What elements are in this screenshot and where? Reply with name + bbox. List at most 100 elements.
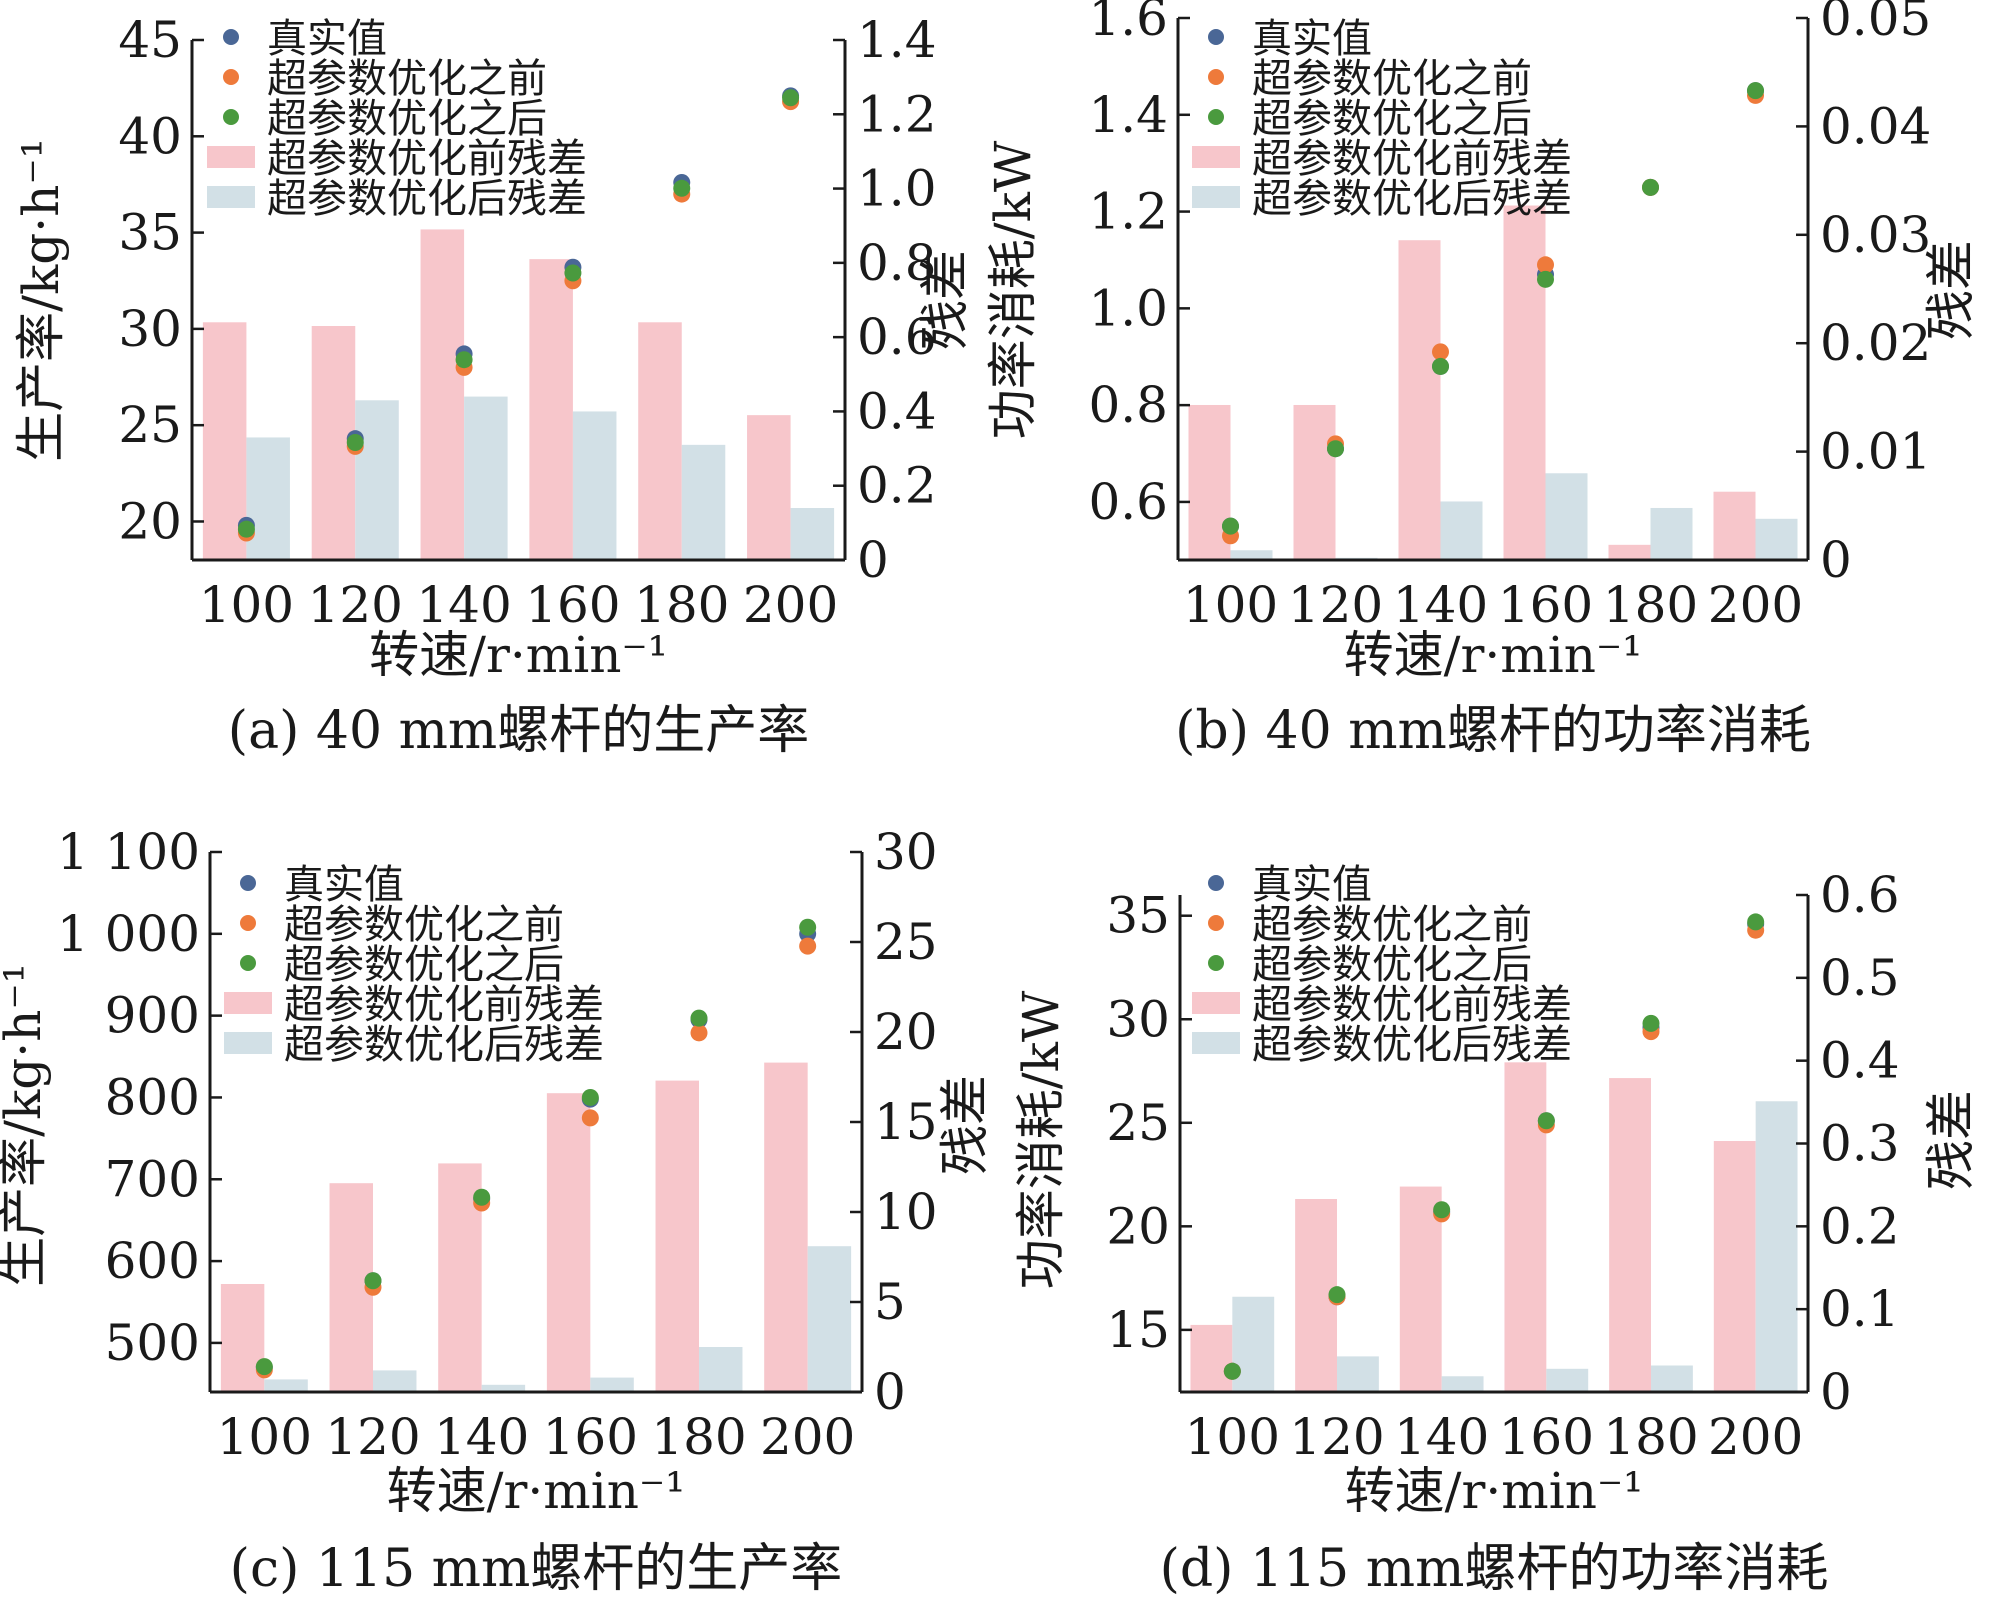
bar-resid-after-180 (699, 1347, 743, 1392)
bar-resid-before-140 (1398, 240, 1441, 560)
x-tick-label: 100 (199, 576, 294, 634)
bar-resid-after-140 (1441, 1376, 1484, 1392)
legend-label-after: 超参数优化之后 (267, 96, 547, 142)
legend-marker-before (240, 915, 256, 931)
x-tick-label: 180 (651, 1408, 746, 1466)
point-after-120 (1327, 440, 1344, 458)
x-tick-label: 140 (1394, 1408, 1489, 1466)
y2-tick-label: 0.4 (857, 382, 937, 440)
y-tick-label: 25 (1106, 1094, 1170, 1152)
bar-resid-after-120 (1337, 1356, 1379, 1392)
y2-tick-label: 0.2 (1820, 1197, 1900, 1255)
legend-swatch-resid-after (207, 186, 255, 208)
y2-axis-label: 残差 (936, 1075, 994, 1175)
point-after-200 (1747, 82, 1764, 100)
y-tick-label: 1.4 (1088, 86, 1168, 144)
legend-label-before: 超参数优化之前 (1252, 56, 1532, 102)
bar-resid-before-160 (1504, 1062, 1547, 1392)
legend-label-after: 超参数优化之后 (1252, 942, 1532, 988)
bar-resid-before-180 (1608, 544, 1651, 560)
legend-label-after: 超参数优化之后 (1252, 96, 1532, 142)
y2-axis-label: 残差 (1922, 240, 1980, 340)
legend-swatch-resid-after (224, 1032, 272, 1054)
y-tick-label: 45 (118, 11, 182, 69)
bar-resid-after-160 (1546, 1368, 1589, 1392)
legend-label-before: 超参数优化之前 (267, 56, 547, 102)
bar-resid-before-100 (220, 1284, 265, 1392)
y2-tick-label: 0 (857, 531, 889, 589)
point-after-120 (364, 1272, 382, 1290)
x-axis-label: 转速/r·min⁻¹ (1344, 626, 1643, 684)
x-tick-label: 200 (1708, 1408, 1803, 1466)
point-after-140 (455, 351, 473, 369)
x-tick-label: 180 (634, 576, 729, 634)
y2-axis-label: 残差 (916, 250, 974, 350)
legend-label-before: 超参数优化之前 (284, 902, 564, 948)
bar-resid-before-160 (546, 1093, 591, 1392)
x-tick-label: 120 (325, 1408, 420, 1466)
y-tick-label: 900 (105, 987, 200, 1045)
legend-label-resid-before: 超参数优化前残差 (284, 982, 604, 1028)
x-tick-label: 180 (1603, 576, 1698, 634)
legend-label-resid-after: 超参数优化后残差 (267, 176, 587, 222)
bar-resid-after-100 (246, 437, 290, 560)
legend-label-resid-before: 超参数优化前残差 (1252, 982, 1572, 1028)
x-tick-label: 160 (1498, 576, 1593, 634)
point-after-140 (1432, 357, 1449, 375)
point-after-140 (473, 1188, 491, 1206)
legend-label-after: 超参数优化之后 (284, 942, 564, 988)
bar-resid-after-140 (1440, 501, 1483, 560)
y-tick-label: 35 (1106, 887, 1170, 945)
point-before-180 (690, 1024, 708, 1042)
x-tick-label: 180 (1603, 1408, 1698, 1466)
y-tick-label: 1 100 (57, 823, 200, 881)
y-tick-label: 40 (118, 107, 182, 165)
y-tick-label: 1 000 (57, 905, 200, 963)
y2-tick-label: 0 (1820, 531, 1852, 589)
y2-tick-label: 10 (874, 1183, 938, 1241)
point-after-200 (782, 89, 800, 107)
y-tick-label: 30 (1106, 990, 1170, 1048)
y-tick-label: 0.6 (1088, 473, 1168, 531)
y2-tick-label: 25 (874, 913, 938, 971)
legend-label-resid-after: 超参数优化后残差 (284, 1022, 604, 1068)
chart-panel-a: 20 25 30 35 40 45 0 0.2 0.4 0.6 0.8 1.0 1.2 1.4 100 120… (12, 11, 974, 761)
bar-resid-before-200 (764, 1062, 808, 1392)
chart-panel-d: 15 20 25 30 35 0 0.1 0.2 0.3 0.4 0.5 0.6 100 120 140 16… (1012, 862, 1980, 1599)
y2-tick-label: 0.2 (857, 457, 937, 515)
x-tick-label: 120 (1288, 576, 1383, 634)
y-axis-label: 功率消耗/kW (1012, 990, 1070, 1289)
point-after-140 (1433, 1201, 1451, 1219)
x-tick-label: 200 (1708, 576, 1803, 634)
x-tick-label: 100 (217, 1408, 312, 1466)
bar-resid-before-160 (1503, 205, 1546, 561)
point-after-120 (346, 434, 364, 452)
bar-resid-before-160 (529, 259, 573, 560)
y-tick-label: 600 (105, 1232, 200, 1290)
x-tick-label: 140 (434, 1408, 529, 1466)
point-after-160 (1537, 1112, 1555, 1130)
y-tick-label: 500 (105, 1314, 200, 1372)
legend-marker-after (1208, 109, 1224, 125)
legend-marker-after (223, 109, 239, 125)
bar-resid-before-180 (1609, 1078, 1651, 1392)
x-tick-label: 120 (1289, 1408, 1384, 1466)
y2-tick-label: 0.02 (1820, 314, 1931, 372)
point-after-120 (1328, 1286, 1346, 1304)
bar-resid-after-200 (790, 508, 835, 560)
legend-label-resid-after: 超参数优化后残差 (1252, 176, 1572, 222)
y2-tick-label: 0.5 (1820, 949, 1900, 1007)
x-tick-label: 200 (743, 576, 838, 634)
legend-label-true-value: 真实值 (284, 862, 404, 908)
bar-resid-before-200 (1713, 491, 1756, 560)
x-axis-label: 转速/r·min⁻¹ (387, 1462, 686, 1520)
bar-resid-after-120 (355, 400, 399, 560)
bar-resid-after-100 (1232, 1296, 1275, 1392)
y2-tick-label: 0.05 (1820, 0, 1931, 47)
y2-tick-label: 0.3 (1820, 1115, 1900, 1173)
y2-tick-label: 1.2 (857, 85, 937, 143)
bar-resid-before-100 (1190, 1324, 1233, 1392)
legend-swatch-resid-after (1192, 1032, 1240, 1054)
